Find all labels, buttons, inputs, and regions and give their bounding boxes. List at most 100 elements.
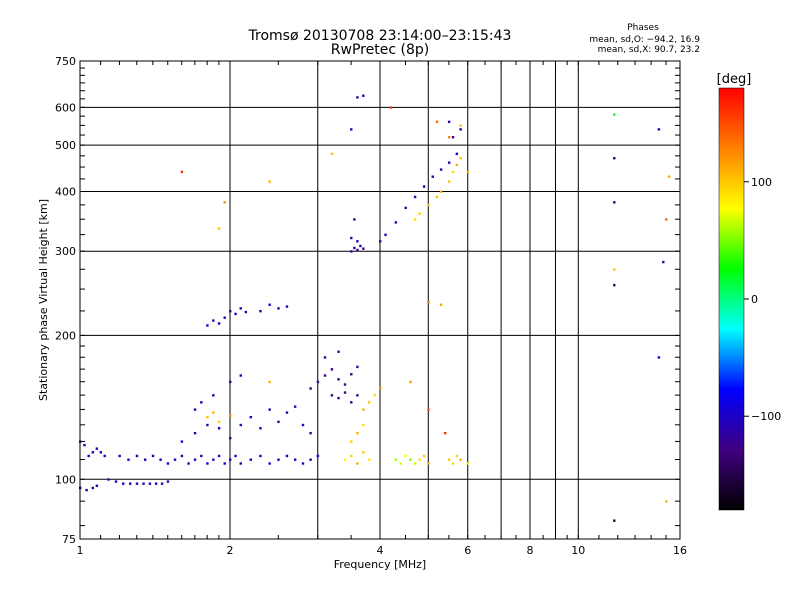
data-point	[239, 307, 242, 310]
data-point	[362, 94, 365, 97]
data-point	[439, 190, 443, 193]
data-point	[367, 401, 371, 404]
data-point	[413, 195, 417, 199]
data-point	[451, 170, 455, 174]
data-point	[259, 454, 262, 458]
data-point	[87, 454, 90, 458]
data-point	[277, 307, 280, 310]
data-point	[166, 480, 170, 483]
data-point	[91, 451, 95, 454]
data-point	[466, 462, 470, 465]
data-point	[350, 401, 353, 404]
data-point	[229, 414, 232, 417]
data-point	[356, 394, 359, 397]
data-point	[301, 423, 305, 427]
data-point	[356, 431, 359, 435]
chart-subtitle: RwPretec (8p)	[331, 42, 429, 58]
data-point	[268, 380, 271, 384]
data-point	[249, 415, 253, 419]
data-point	[142, 482, 145, 485]
colorbar-tick-label: 0	[751, 293, 758, 306]
data-point	[353, 218, 356, 221]
data-point	[206, 462, 209, 465]
data-point	[316, 454, 320, 458]
colorbar	[718, 87, 745, 511]
colorbar-ticks: 100 0 −100	[744, 176, 781, 423]
data-point	[154, 482, 158, 485]
stats-line-x: mean, sd,X: 90.7, 23.2	[598, 45, 700, 55]
data-point	[431, 175, 434, 178]
data-point	[193, 408, 197, 411]
data-point	[350, 373, 353, 376]
y-tick-label: 600	[55, 101, 76, 114]
data-point	[234, 454, 237, 458]
data-point	[362, 423, 365, 427]
data-point	[95, 484, 99, 488]
data-point	[166, 462, 170, 465]
data-point	[657, 128, 661, 131]
data-point	[95, 447, 99, 450]
data-point	[350, 454, 353, 458]
data-point	[665, 500, 668, 503]
data-point	[223, 316, 226, 319]
data-point	[239, 374, 242, 377]
data-point	[356, 462, 359, 465]
data-point	[143, 458, 147, 461]
data-point	[362, 408, 365, 411]
data-point	[217, 427, 221, 430]
data-point	[422, 454, 426, 458]
data-point	[180, 170, 184, 174]
data-point	[613, 113, 616, 116]
y-tick-label: 200	[55, 329, 76, 342]
data-point	[337, 378, 340, 381]
data-point	[212, 319, 215, 322]
data-point	[435, 120, 439, 124]
y-tick-label: 400	[55, 185, 76, 198]
data-point	[187, 462, 190, 465]
data-point	[330, 152, 334, 156]
data-point	[259, 427, 262, 430]
y-axis: 75 100 200 300 400 500 600 750	[55, 55, 680, 546]
data-point	[330, 394, 334, 397]
data-point	[206, 324, 209, 327]
data-point	[413, 218, 417, 221]
x-tick-label: 10	[571, 544, 585, 557]
data-point	[439, 303, 443, 306]
data-point	[389, 106, 392, 109]
data-point	[613, 268, 616, 271]
data-point	[285, 411, 289, 414]
y-tick-label: 75	[62, 533, 76, 546]
data-point	[613, 283, 616, 287]
data-point	[427, 203, 430, 207]
colorbar-label: [deg]	[717, 72, 752, 87]
data-point	[394, 221, 398, 224]
x-tick-label: 8	[527, 544, 534, 557]
data-point	[148, 482, 152, 485]
data-point	[193, 431, 197, 435]
data-point	[83, 443, 86, 447]
data-point	[337, 350, 340, 353]
data-point	[151, 454, 155, 458]
data-point	[455, 152, 459, 156]
data-point	[85, 488, 88, 492]
data-point	[350, 250, 353, 253]
colorbar-tick-label: −100	[751, 410, 781, 423]
data-point	[418, 212, 421, 215]
data-point	[455, 454, 459, 458]
data-point	[293, 458, 297, 461]
data-point	[309, 431, 312, 435]
data-point	[353, 246, 356, 250]
colorbar-tick-label: 100	[751, 176, 772, 189]
data-point	[359, 244, 362, 248]
data-point	[285, 305, 289, 308]
data-point	[234, 312, 237, 316]
data-point	[356, 240, 359, 243]
data-point	[244, 310, 248, 314]
data-point	[212, 394, 215, 397]
data-point	[268, 408, 271, 411]
data-point	[323, 356, 327, 359]
data-point	[447, 136, 451, 139]
y-axis-label: Stationary phase Virtual Height [km]	[37, 199, 50, 401]
data-point	[103, 454, 106, 458]
data-point	[384, 233, 387, 236]
